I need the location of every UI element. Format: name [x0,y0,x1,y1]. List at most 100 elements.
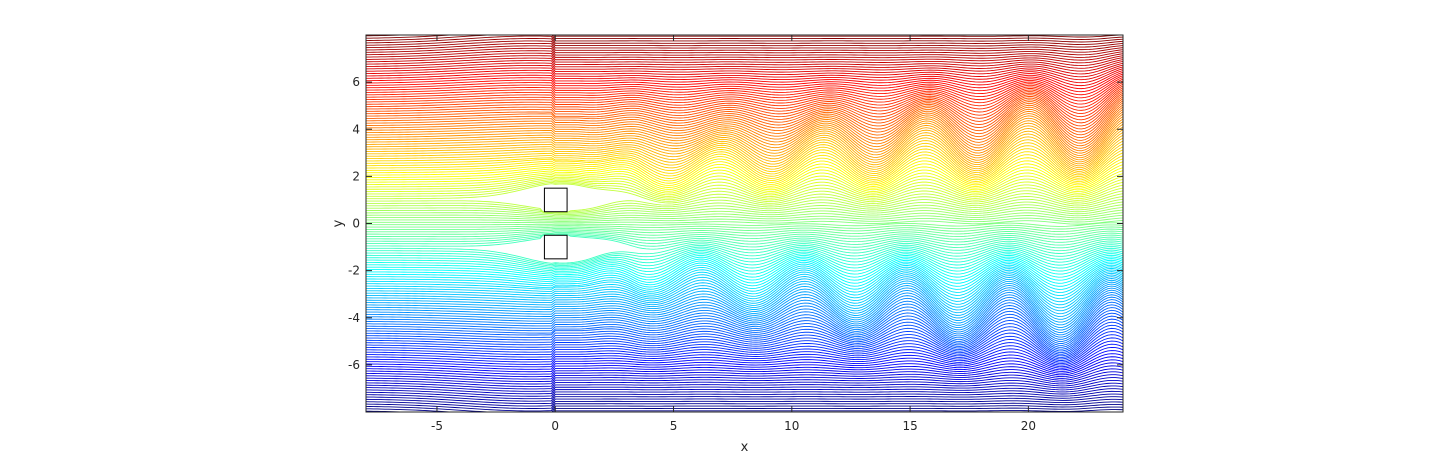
y-tick-label: -4 [348,311,360,325]
contour-line [366,337,1123,365]
contour-line [366,75,1123,96]
contour-line [366,233,1123,252]
contour-line [366,222,1123,227]
obstacle-square [543,187,568,213]
contour-line [366,181,1123,203]
x-tick-label: 15 [902,419,917,433]
contour-line [366,315,1123,354]
contour-line [366,301,1123,344]
contour-line [366,231,1123,243]
contour-line [366,78,1123,102]
contour-line [366,104,1123,144]
contour-line [366,396,1123,407]
contour-line [366,312,1123,352]
contour-line [366,259,1123,284]
contour-line [366,299,1123,342]
y-tick-label: 6 [352,75,360,89]
contour-line [366,214,1123,221]
contour-line [366,247,1123,268]
contour-line [366,85,1123,114]
contour-line [366,254,1123,275]
contour-line [366,289,1123,333]
contour-line [366,220,1123,225]
contour-line [366,224,1123,230]
contour-line [366,139,1123,174]
contour-line [366,60,1123,72]
contour-line [366,42,1123,53]
contour-line [366,285,1123,328]
contour-line [366,267,1123,300]
contour-line [366,130,1123,169]
contour-line [366,163,1123,188]
contour-line [366,246,1123,267]
contour-line [366,256,1123,278]
y-axis-label: y [331,219,346,227]
contour-line [366,35,1123,45]
contour-line [366,113,1123,154]
contour-line [366,404,1123,412]
contour-line [366,249,1123,270]
contour-line [366,88,1123,121]
contour-line [366,142,1123,176]
contour-line [366,151,1123,181]
contour-line [366,258,1123,281]
contour-line [366,261,1123,287]
contour-line [366,274,1123,312]
contour-line [366,45,1123,56]
contour-lines [366,35,1123,412]
contour-line [366,230,1123,241]
contour-line [366,198,1123,214]
contour-line [366,55,1123,66]
contour-line [366,117,1123,159]
contour-line [366,264,1123,293]
contour-line [366,379,1123,392]
contour-line [366,398,1123,409]
contour-line [366,304,1123,346]
contour-line [366,177,1123,198]
y-tick-label: -2 [348,264,360,278]
contour-line [366,35,1123,40]
contour-line [366,92,1123,127]
contour-line [366,307,1123,348]
contour-line [366,269,1123,303]
y-tick-labels: -6 -4 -2 0 2 4 6 [348,75,360,372]
contour-line [366,115,1123,156]
contour-line [366,212,1123,220]
contour-line [366,362,1123,378]
contour-line [366,96,1123,133]
contour-line [366,57,1123,69]
contour-line [366,160,1123,186]
y-tick-label: 4 [352,122,360,136]
contour-line [366,80,1123,105]
contour-line [366,166,1123,189]
contour-line [366,340,1123,366]
contour-line [366,309,1123,350]
contour-line [366,157,1123,184]
contour-line [366,244,1123,266]
x-tick-labels: -5 0 5 10 15 20 [431,419,1036,433]
contour-line [366,374,1123,387]
contour-line [366,318,1123,355]
contour-line [366,233,1123,249]
contour-line [366,272,1123,309]
y-tick-label: -6 [348,358,360,372]
contour-line [366,175,1123,196]
x-tick-label: 5 [670,419,678,433]
contour-line [366,125,1123,165]
contour-line [366,390,1123,402]
contour-line [366,120,1123,161]
contour-line [366,102,1123,141]
contour-line [366,47,1123,58]
contour-line [366,287,1123,331]
contour-line [366,227,1123,235]
contour-line [366,321,1123,357]
contour-line [366,108,1123,149]
contour-line [366,365,1123,380]
contour-line [366,350,1123,371]
contour-line [366,206,1123,217]
contour-line [366,154,1123,183]
contour-line [366,371,1123,385]
contour-line [366,128,1123,167]
contour-line [366,71,1123,90]
contour-line [366,217,1123,223]
